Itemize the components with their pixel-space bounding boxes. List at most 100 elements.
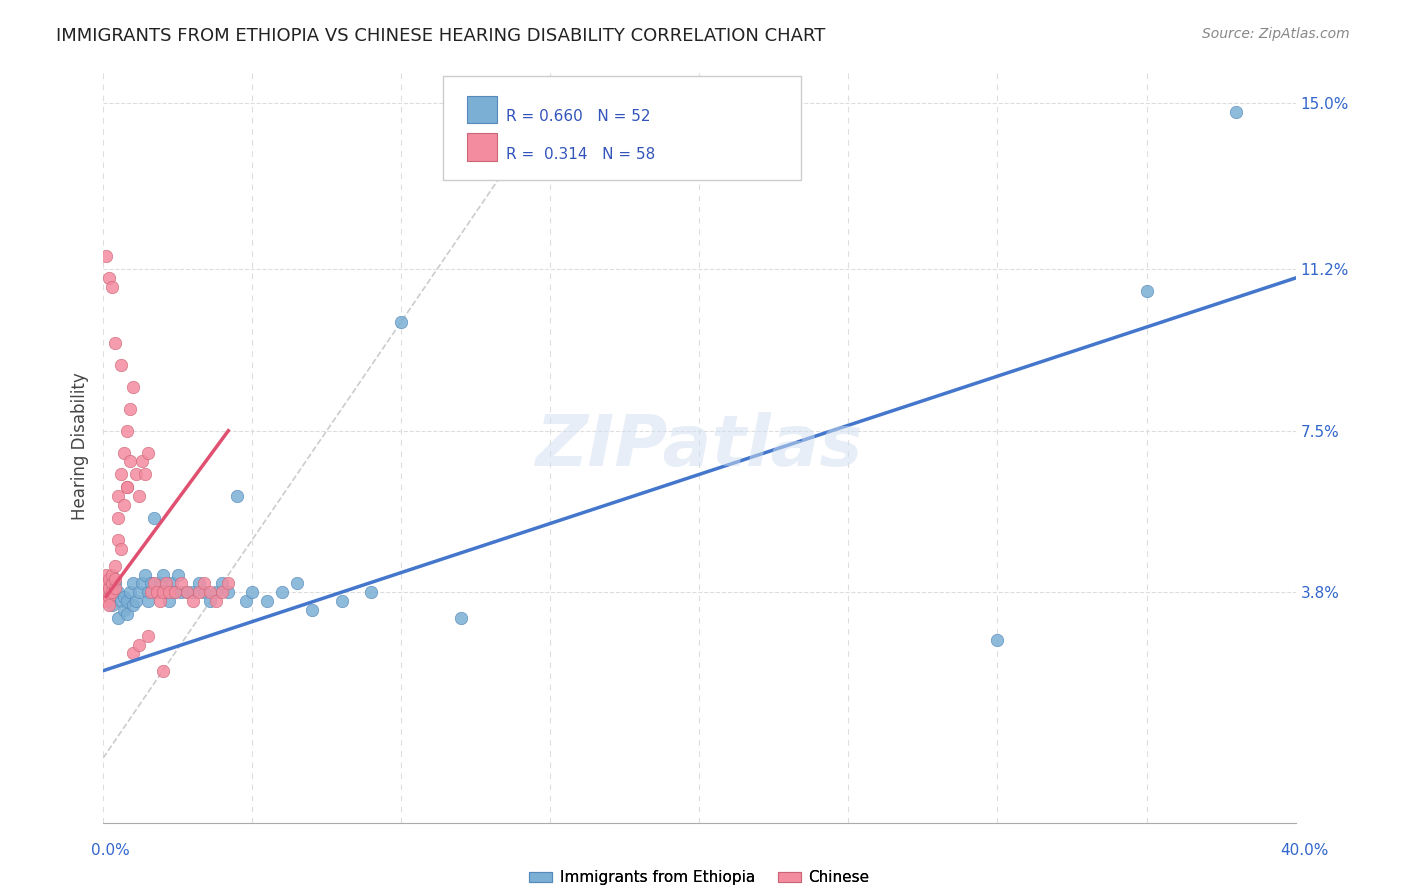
Point <box>450 611 472 625</box>
Point <box>115 480 138 494</box>
Point <box>142 576 165 591</box>
Point <box>163 585 186 599</box>
Point <box>139 576 162 591</box>
Point <box>107 533 129 547</box>
Point <box>157 585 180 599</box>
Point <box>131 576 153 591</box>
Text: 40.0%: 40.0% <box>1281 843 1329 858</box>
Text: ZIPatlas: ZIPatlas <box>536 411 863 481</box>
Point <box>235 594 257 608</box>
Point <box>149 594 172 608</box>
Point <box>169 576 191 591</box>
Point <box>136 585 159 599</box>
Point <box>94 576 117 591</box>
Point <box>152 664 174 678</box>
Point <box>101 599 124 613</box>
Point <box>122 646 145 660</box>
Point <box>101 279 124 293</box>
Text: R = 0.660   N = 52: R = 0.660 N = 52 <box>506 110 651 124</box>
Point <box>155 585 177 599</box>
Point <box>181 594 204 608</box>
Point <box>187 585 209 599</box>
Point <box>139 585 162 599</box>
Point <box>115 480 138 494</box>
Text: Source: ZipAtlas.com: Source: ZipAtlas.com <box>1202 27 1350 41</box>
Point <box>122 380 145 394</box>
Point <box>136 445 159 459</box>
Point <box>110 358 132 372</box>
Point <box>301 602 323 616</box>
Point <box>360 585 382 599</box>
Point <box>217 576 239 591</box>
Point <box>107 489 129 503</box>
Point <box>104 576 127 591</box>
Point <box>217 585 239 599</box>
Point <box>115 607 138 621</box>
Point <box>193 576 215 591</box>
Text: R =  0.314   N = 58: R = 0.314 N = 58 <box>506 147 655 162</box>
Point <box>125 467 148 482</box>
Point <box>256 594 278 608</box>
Point <box>152 585 174 599</box>
Point <box>115 594 138 608</box>
Point <box>115 424 138 438</box>
Point <box>122 599 145 613</box>
Point <box>112 602 135 616</box>
Point <box>112 445 135 459</box>
Point <box>200 585 222 599</box>
Point <box>107 585 129 599</box>
Point <box>98 585 121 599</box>
Point <box>110 594 132 608</box>
Point <box>112 590 135 604</box>
Point <box>146 585 169 599</box>
Point <box>128 638 150 652</box>
Point <box>131 454 153 468</box>
Point <box>101 585 124 599</box>
Point <box>107 611 129 625</box>
Point <box>1135 284 1157 298</box>
Point <box>211 576 233 591</box>
Point <box>330 594 353 608</box>
Point <box>193 585 215 599</box>
Point <box>94 585 117 599</box>
Point <box>118 585 141 599</box>
Point <box>94 249 117 263</box>
Point <box>136 629 159 643</box>
Point <box>146 585 169 599</box>
Point <box>98 572 121 586</box>
Point <box>101 567 124 582</box>
Point <box>122 576 145 591</box>
Point <box>152 567 174 582</box>
Point <box>169 585 191 599</box>
Point <box>389 315 412 329</box>
Point <box>118 454 141 468</box>
Point <box>205 585 228 599</box>
Point <box>98 581 121 595</box>
Point <box>136 594 159 608</box>
Point <box>986 633 1008 648</box>
Point <box>160 576 183 591</box>
Point <box>187 576 209 591</box>
Point <box>205 594 228 608</box>
Point <box>110 467 132 482</box>
Text: IMMIGRANTS FROM ETHIOPIA VS CHINESE HEARING DISABILITY CORRELATION CHART: IMMIGRANTS FROM ETHIOPIA VS CHINESE HEAR… <box>56 27 825 45</box>
Point <box>200 594 222 608</box>
Point <box>104 581 127 595</box>
Point <box>163 585 186 599</box>
Point <box>94 594 117 608</box>
Point <box>125 594 148 608</box>
FancyBboxPatch shape <box>467 95 496 123</box>
Point <box>128 585 150 599</box>
Point <box>211 585 233 599</box>
Point <box>98 590 121 604</box>
Point <box>157 594 180 608</box>
Point <box>104 572 127 586</box>
Point <box>176 585 198 599</box>
Point <box>1225 105 1247 120</box>
Point <box>112 498 135 512</box>
Point <box>94 567 117 582</box>
Text: 0.0%: 0.0% <box>91 843 131 858</box>
Legend: Immigrants from Ethiopia, Chinese: Immigrants from Ethiopia, Chinese <box>523 864 876 891</box>
Point <box>134 467 156 482</box>
Y-axis label: Hearing Disability: Hearing Disability <box>72 372 89 520</box>
